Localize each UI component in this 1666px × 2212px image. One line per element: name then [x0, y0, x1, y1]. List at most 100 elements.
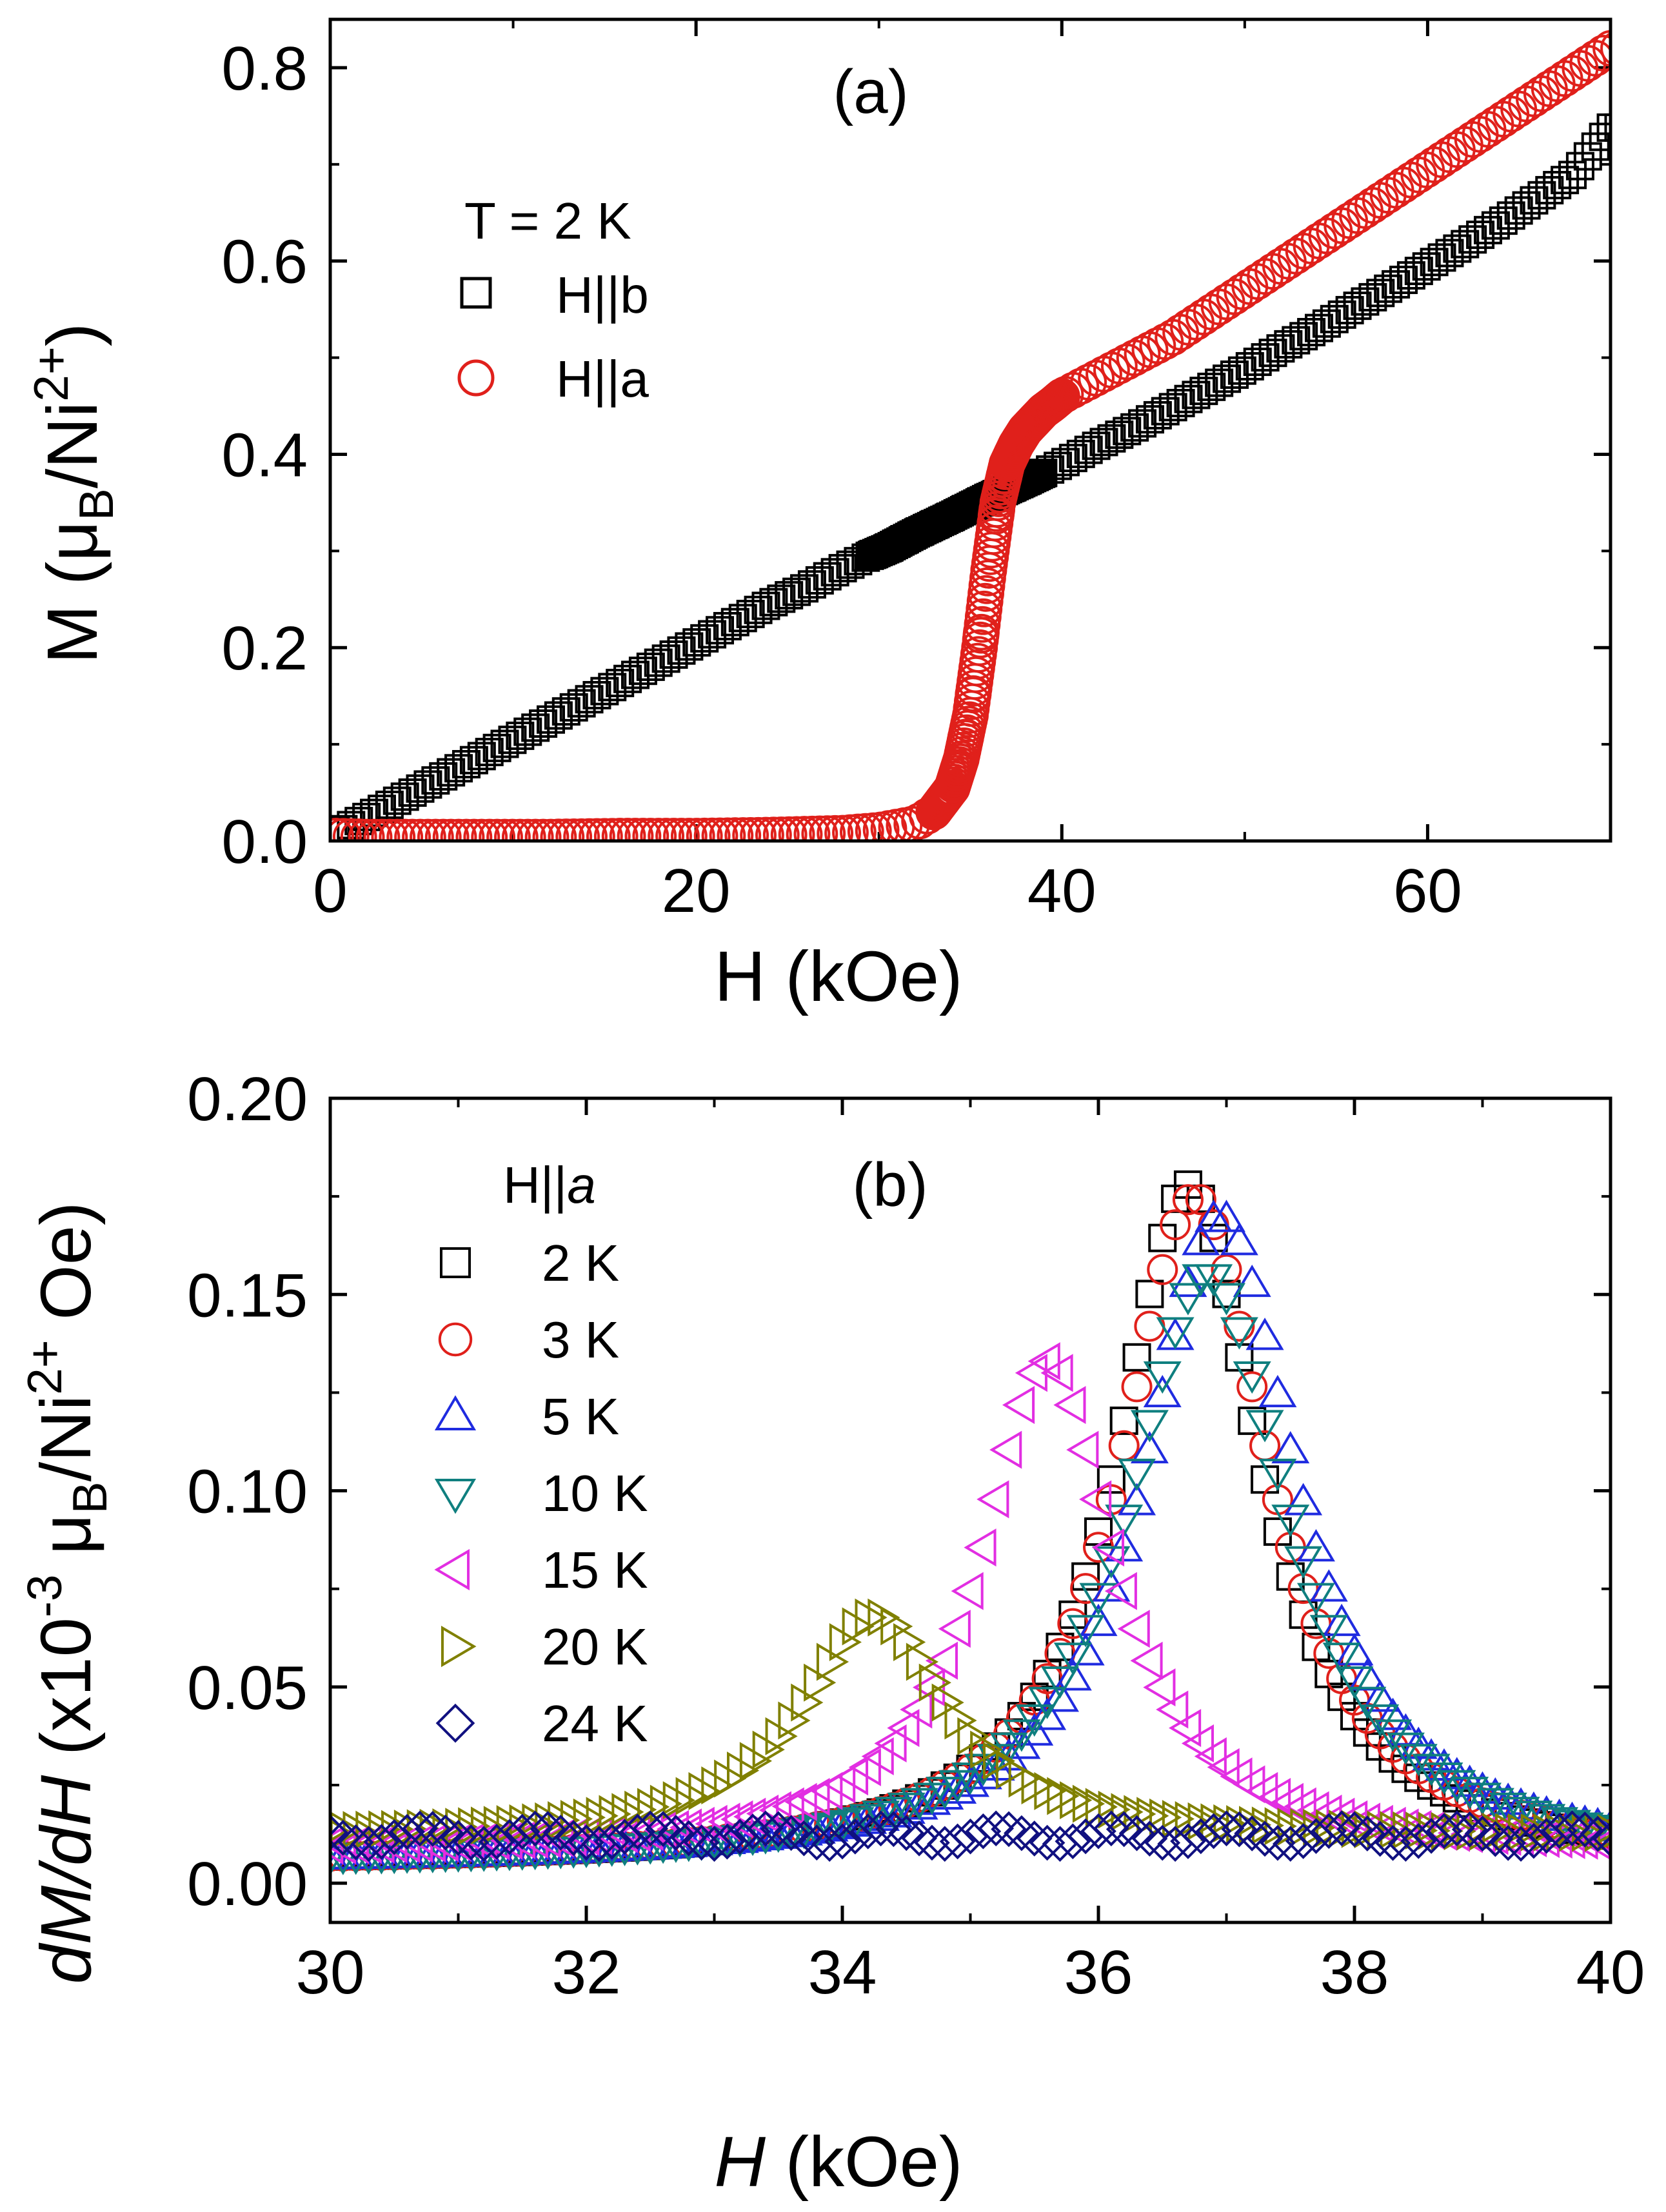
- data-point-20k: [931, 1683, 964, 1722]
- panel-a-ylabel-end: ): [33, 323, 112, 347]
- data-point-15k: [733, 1797, 766, 1836]
- x-tick-label: 0: [313, 856, 347, 925]
- data-point-2k: [1135, 1279, 1164, 1308]
- data-point-10k: [1271, 1505, 1310, 1537]
- legend-marker-24k: [435, 1703, 475, 1743]
- data-point-20k: [330, 1819, 350, 1842]
- legend-label-10k: 10 K: [542, 1465, 648, 1522]
- data-point-15k: [784, 1782, 817, 1821]
- data-point-15k: [951, 1572, 984, 1610]
- data-point-24k: [645, 1811, 681, 1847]
- data-point-20k: [406, 1809, 439, 1848]
- data-point-h-parallel-a: [486, 818, 523, 841]
- data-point-20k: [1047, 1777, 1080, 1815]
- y-tick-label: 0.10: [187, 1457, 308, 1526]
- legend-marker-20k: [441, 1625, 477, 1668]
- data-point-15k: [1130, 1641, 1163, 1680]
- panel-a-legend: T = 2 K H||b H||a: [457, 192, 649, 408]
- data-point-20k: [355, 1810, 388, 1849]
- data-point-24k: [798, 1824, 835, 1861]
- data-point-5k: [1322, 1603, 1361, 1636]
- data-point-10k: [1079, 1583, 1118, 1615]
- data-point-h-parallel-a: [693, 817, 731, 841]
- data-point-h-parallel-a: [640, 818, 677, 841]
- data-point-5k: [1028, 1697, 1067, 1730]
- data-point-h-parallel-b: [1029, 459, 1058, 488]
- data-point-15k: [1194, 1737, 1227, 1775]
- data-point-24k: [888, 1815, 925, 1852]
- data-point-10k: [1195, 1264, 1233, 1297]
- legend-label-20k: 20 K: [542, 1618, 648, 1675]
- data-point-24k: [1464, 1815, 1501, 1852]
- data-point-24k: [1285, 1823, 1322, 1859]
- data-point-24k: [901, 1820, 937, 1857]
- data-point-24k: [1208, 1810, 1245, 1846]
- y-tick-label: 0.15: [187, 1261, 308, 1330]
- data-point-20k: [804, 1663, 837, 1702]
- data-point-h-parallel-b: [1474, 215, 1503, 244]
- data-point-24k: [363, 1824, 400, 1860]
- data-point-15k: [989, 1430, 1022, 1469]
- data-point-5k: [1361, 1679, 1400, 1712]
- data-point-h-parallel-b: [1520, 186, 1549, 215]
- data-point-h-parallel-a: [786, 816, 823, 841]
- data-point-h-parallel-a: [340, 818, 377, 841]
- data-point-20k: [675, 1777, 708, 1815]
- data-point-h-parallel-b: [1596, 113, 1611, 142]
- data-point-24k: [1580, 1815, 1611, 1852]
- data-point-5k: [1053, 1658, 1092, 1691]
- data-point-15k: [797, 1777, 830, 1816]
- data-point-10k: [1169, 1283, 1207, 1316]
- data-point-5k: [759, 1816, 798, 1849]
- data-point-24k: [1221, 1811, 1258, 1848]
- data-point-24k: [1324, 1810, 1360, 1846]
- legend-label-3k: 3 K: [542, 1311, 619, 1368]
- panel-b-ylabel-exp: -3: [17, 1574, 72, 1617]
- panel-a-ylabel-mid: /Ni: [33, 402, 112, 488]
- data-point-24k: [1093, 1810, 1129, 1847]
- data-point-20k: [983, 1742, 1016, 1781]
- data-point-10k: [1348, 1686, 1387, 1719]
- panel-b-ylabel-var: dM/dH: [26, 1775, 106, 1984]
- data-point-h-parallel-a: [748, 816, 784, 841]
- data-point-15k: [848, 1748, 881, 1786]
- panel-b-xlabel-unit: (kOe): [766, 2122, 963, 2202]
- data-point-h-parallel-b: [1558, 161, 1587, 190]
- data-point-h-parallel-a: [471, 818, 508, 841]
- x-tick-label: 20: [662, 856, 731, 925]
- data-point-24k: [1374, 1824, 1411, 1861]
- data-point-15k: [759, 1791, 791, 1830]
- data-point-15k: [1066, 1430, 1099, 1469]
- data-point-24k: [1106, 1811, 1142, 1848]
- data-point-20k: [880, 1607, 913, 1646]
- data-point-20k: [765, 1717, 798, 1755]
- data-point-h-parallel-a: [540, 818, 577, 841]
- panel-a-ylabel-main: M (: [33, 562, 112, 664]
- data-point-24k: [530, 1811, 566, 1847]
- data-point-10k: [1412, 1753, 1451, 1786]
- data-point-24k: [748, 1810, 784, 1847]
- data-point-h-parallel-a: [624, 818, 662, 841]
- data-point-h-parallel-a: [655, 818, 692, 841]
- data-point-h-parallel-a: [379, 818, 416, 841]
- data-point-24k: [965, 1813, 1002, 1850]
- data-point-24k: [1541, 1813, 1578, 1849]
- data-point-15k: [964, 1528, 997, 1567]
- data-point-10k: [989, 1732, 1028, 1765]
- x-tick-label: 60: [1393, 856, 1462, 925]
- data-point-h-parallel-b: [775, 581, 804, 610]
- data-point-10k: [1489, 1792, 1527, 1825]
- panel-a-frame: [328, 17, 1612, 843]
- data-point-5k: [1015, 1713, 1054, 1746]
- panel-b-ylabel-sup: 2+: [17, 1339, 72, 1395]
- data-point-3k: [1160, 1209, 1191, 1241]
- legend-marker-h-parallel-b: [460, 277, 492, 309]
- data-point-24k: [1349, 1815, 1385, 1852]
- data-point-5k: [1182, 1223, 1220, 1256]
- data-point-24k: [875, 1811, 912, 1848]
- data-point-20k: [1187, 1802, 1220, 1841]
- data-point-3k: [1172, 1184, 1204, 1216]
- data-point-24k: [1195, 1813, 1232, 1850]
- data-point-h-parallel-a: [1043, 378, 1080, 415]
- data-point-20k: [918, 1663, 951, 1702]
